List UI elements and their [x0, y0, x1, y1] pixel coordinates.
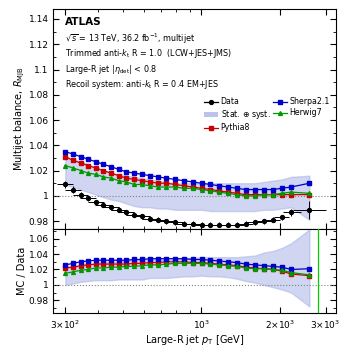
X-axis label: Large-R jet $p_{\mathrm{T}}$ [GeV]: Large-R jet $p_{\mathrm{T}}$ [GeV] [145, 333, 245, 347]
Text: Large-R jet $|\eta_{\mathrm{det}}|$ < 0.8: Large-R jet $|\eta_{\mathrm{det}}|$ < 0.… [65, 63, 157, 76]
Legend: Data, Stat. $\oplus$ syst., Pythia8, Sherpa2.1, Herwig7: Data, Stat. $\oplus$ syst., Pythia8, She… [204, 97, 329, 132]
Text: ATLAS: ATLAS [65, 17, 101, 27]
Text: $\sqrt{s}$ = 13 TeV, 36.2 fb$^{-1}$, multijet: $\sqrt{s}$ = 13 TeV, 36.2 fb$^{-1}$, mul… [65, 32, 195, 46]
Y-axis label: Multijet balance, $R_{\mathrm{MJB}}$: Multijet balance, $R_{\mathrm{MJB}}$ [13, 66, 27, 171]
Text: Recoil system: anti-$k_{\mathrm{t}}$ R = 0.4 EM+JES: Recoil system: anti-$k_{\mathrm{t}}$ R =… [65, 78, 219, 91]
Text: Trimmed anti-$k_{\mathrm{t}}$ R = 1.0  (LCW+JES+JMS): Trimmed anti-$k_{\mathrm{t}}$ R = 1.0 (L… [65, 47, 232, 60]
Y-axis label: MC / Data: MC / Data [17, 247, 27, 295]
